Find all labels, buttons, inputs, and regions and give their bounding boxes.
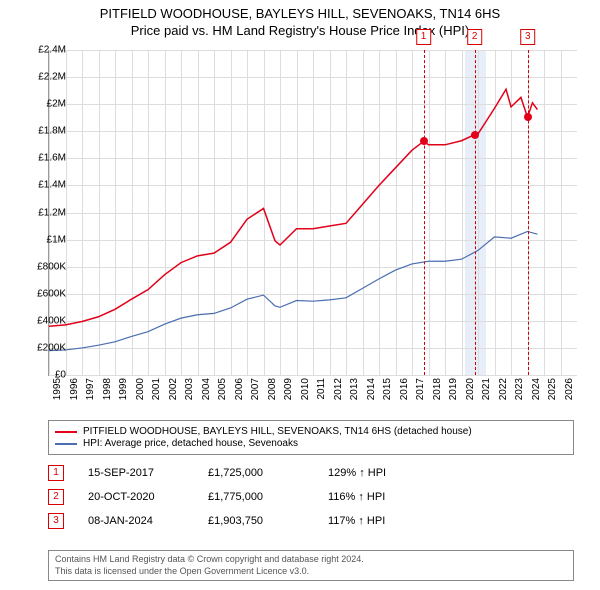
sale-date: 15-SEP-2017 [88, 467, 208, 479]
title-block: PITFIELD WOODHOUSE, BAYLEYS HILL, SEVENO… [0, 0, 600, 38]
x-axis-label: 1997 [85, 378, 96, 400]
sale-price: £1,725,000 [208, 467, 328, 479]
sale-pct: 117% ↑ HPI [328, 515, 448, 527]
x-axis-label: 2022 [498, 378, 509, 400]
x-axis-label: 2001 [151, 378, 162, 400]
y-axis-label: £1.4M [22, 180, 66, 191]
attribution: Contains HM Land Registry data © Crown c… [48, 550, 574, 581]
x-axis-label: 2018 [432, 378, 443, 400]
marker-line [475, 50, 476, 375]
y-axis-label: £2M [22, 99, 66, 110]
y-axis-label: £1M [22, 234, 66, 245]
x-axis-label: 2002 [168, 378, 179, 400]
x-axis-label: 2021 [481, 378, 492, 400]
x-axis-label: 2015 [382, 378, 393, 400]
marker-dot [420, 137, 428, 145]
series-property [49, 89, 537, 326]
marker-dot [471, 131, 479, 139]
sale-row: 3 08-JAN-2024£1,903,750117% ↑ HPI [48, 513, 448, 529]
attribution-line1: Contains HM Land Registry data © Crown c… [55, 554, 567, 566]
legend-swatch [55, 443, 77, 445]
y-axis-label: £600K [22, 288, 66, 299]
gridline-h [49, 375, 577, 376]
x-axis-label: 2012 [333, 378, 344, 400]
marker-box: 3 [520, 29, 536, 45]
sale-index: 1 [48, 465, 64, 481]
x-axis-label: 2020 [465, 378, 476, 400]
x-axis-label: 2007 [250, 378, 261, 400]
title-line2: Price paid vs. HM Land Registry's House … [0, 23, 600, 38]
x-axis-label: 2009 [283, 378, 294, 400]
x-axis-label: 2004 [201, 378, 212, 400]
marker-dot [524, 113, 532, 121]
legend-row: HPI: Average price, detached house, Seve… [55, 438, 567, 449]
legend-row: PITFIELD WOODHOUSE, BAYLEYS HILL, SEVENO… [55, 426, 567, 437]
sale-date: 08-JAN-2024 [88, 515, 208, 527]
y-axis-label: £200K [22, 342, 66, 353]
y-axis-label: £800K [22, 261, 66, 272]
x-axis-label: 1999 [118, 378, 129, 400]
sale-row: 2 20-OCT-2020£1,775,000116% ↑ HPI [48, 489, 448, 505]
chart-svg [49, 50, 577, 375]
legend-label: PITFIELD WOODHOUSE, BAYLEYS HILL, SEVENO… [83, 426, 472, 437]
legend: PITFIELD WOODHOUSE, BAYLEYS HILL, SEVENO… [48, 420, 574, 455]
x-axis-label: 1996 [69, 378, 80, 400]
x-axis-label: 2026 [564, 378, 575, 400]
sale-pct: 116% ↑ HPI [328, 491, 448, 503]
x-axis-label: 2005 [217, 378, 228, 400]
legend-swatch [55, 431, 77, 433]
x-axis-label: 2019 [448, 378, 459, 400]
x-axis-label: 2008 [267, 378, 278, 400]
x-axis-label: 2025 [547, 378, 558, 400]
x-axis-label: 2000 [135, 378, 146, 400]
sale-date: 20-OCT-2020 [88, 491, 208, 503]
attribution-line2: This data is licensed under the Open Gov… [55, 566, 567, 578]
title-line1: PITFIELD WOODHOUSE, BAYLEYS HILL, SEVENO… [0, 6, 600, 21]
chart-plot-area: 123 [48, 50, 577, 376]
legend-label: HPI: Average price, detached house, Seve… [83, 438, 298, 449]
x-axis-label: 2023 [514, 378, 525, 400]
sale-index: 2 [48, 489, 64, 505]
y-axis-label: £400K [22, 315, 66, 326]
x-axis-label: 2011 [316, 378, 327, 400]
x-axis-label: 2003 [184, 378, 195, 400]
marker-line [528, 50, 529, 375]
marker-box: 1 [416, 29, 432, 45]
x-axis-label: 2016 [399, 378, 410, 400]
y-axis-label: £1.6M [22, 153, 66, 164]
y-axis-label: £2.4M [22, 45, 66, 56]
sales-table: 1 15-SEP-2017£1,725,000129% ↑ HPI 2 20-OCT-… [48, 465, 448, 537]
y-axis-label: £1.2M [22, 207, 66, 218]
x-axis-label: 2024 [531, 378, 542, 400]
x-axis-label: 2010 [300, 378, 311, 400]
y-axis-label: £2.2M [22, 72, 66, 83]
marker-box: 2 [467, 29, 483, 45]
x-axis-label: 1995 [52, 378, 63, 400]
sale-pct: 129% ↑ HPI [328, 467, 448, 479]
x-axis-label: 2013 [349, 378, 360, 400]
x-axis-label: 2014 [366, 378, 377, 400]
chart-container: PITFIELD WOODHOUSE, BAYLEYS HILL, SEVENO… [0, 0, 600, 590]
sale-price: £1,775,000 [208, 491, 328, 503]
sale-index: 3 [48, 513, 64, 529]
x-axis-label: 2006 [234, 378, 245, 400]
sale-row: 1 15-SEP-2017£1,725,000129% ↑ HPI [48, 465, 448, 481]
series-hpi [49, 231, 537, 350]
y-axis-label: £1.8M [22, 126, 66, 137]
x-axis-label: 2017 [415, 378, 426, 400]
marker-line [424, 50, 425, 375]
sale-price: £1,903,750 [208, 515, 328, 527]
x-axis-label: 1998 [102, 378, 113, 400]
